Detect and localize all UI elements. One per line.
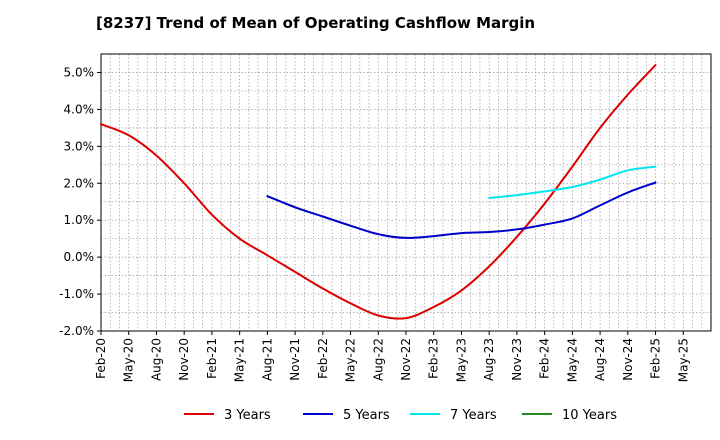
series-line-7-years [488, 165, 657, 199]
x-tick-label: Aug-22 [371, 338, 385, 381]
y-tick-label: 4.0% [64, 102, 95, 116]
x-tick-label: Aug-23 [482, 338, 496, 381]
y-tick-label: 0.0% [64, 250, 95, 264]
x-tick-label: Nov-21 [288, 338, 302, 381]
chart-title: [8237] Trend of Mean of Operating Cashfl… [96, 14, 536, 32]
x-tick-label: Feb-22 [316, 338, 330, 379]
y-tick-label: -2.0% [59, 324, 94, 338]
y-tick-label: 3.0% [64, 139, 95, 153]
x-tick-label: Aug-20 [149, 338, 163, 381]
x-tick-label: Feb-24 [538, 338, 552, 379]
x-tick-label: May-25 [676, 338, 690, 382]
x-tick-label: Nov-20 [177, 338, 191, 381]
x-tick-label: Nov-23 [510, 338, 524, 381]
x-tick-label: Feb-20 [94, 338, 108, 379]
y-tick-label: 1.0% [64, 213, 95, 227]
legend-label-3-years: 3 Years [224, 408, 271, 423]
x-tick-label: Aug-21 [260, 338, 274, 381]
x-tick-label: May-23 [454, 338, 468, 382]
series-line-3-years [100, 64, 657, 320]
x-tick-label: May-24 [565, 338, 579, 382]
y-tick-label: -1.0% [59, 287, 94, 301]
y-tick-label: 2.0% [64, 176, 95, 190]
series-line-5-years [266, 181, 657, 239]
x-tick-label: Feb-21 [205, 338, 219, 379]
legend: 3 Years 5 Years 7 Years 10 Years [184, 408, 617, 423]
x-tick-label: Feb-23 [427, 338, 441, 379]
axes: -2.0% -1.0% 0.0% 1.0% 2.0% 3.0% 4.0% 5.0% Feb-20… [59, 53, 712, 382]
x-tick-label: Aug-24 [593, 338, 607, 381]
x-tick-label: May-21 [233, 338, 247, 382]
y-tick-label: 5.0% [64, 65, 95, 79]
legend-label-10-years: 10 Years [562, 408, 617, 423]
x-tick-label: Feb-25 [649, 338, 663, 379]
x-tick-label: Nov-22 [399, 338, 413, 381]
legend-label-7-years: 7 Years [450, 408, 497, 423]
x-tick-label: Nov-24 [621, 338, 635, 381]
series-lines [100, 64, 657, 320]
grid-lines [101, 53, 711, 331]
x-tick-label: May-22 [344, 338, 358, 382]
x-tick-label: May-20 [122, 338, 136, 382]
legend-label-5-years: 5 Years [343, 408, 390, 423]
